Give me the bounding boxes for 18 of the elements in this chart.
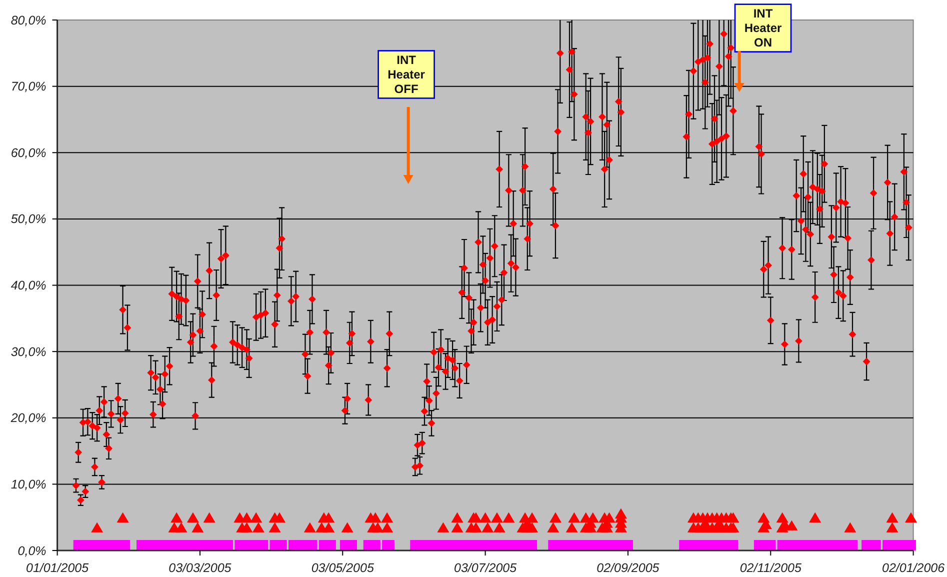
y-tick-label: 80,0% [10,13,46,28]
y-tick-label: 70,0% [10,80,46,94]
x-tick-label: 02/11/2005 [740,561,802,575]
annotation: INT Heater OFF [388,52,426,96]
y-tick-label: 30,0% [10,344,46,359]
x-tick-label: 03/07/2005 [454,561,517,575]
y-tick-label: 50,0% [10,212,46,226]
y-tick-label: 40,0% [10,278,46,293]
y-tick-label: 0,0% [18,544,46,558]
x-tick-label: 03/05/2005 [311,561,374,575]
y-tick-label: 10,0% [10,477,46,492]
annotation: INT Heater ON [744,6,782,50]
x-tick-label: 02/01/2006 [882,561,945,575]
y-tick-label: 20,0% [10,411,46,426]
x-tick-label: 02/09/2005 [596,561,660,575]
x-tick-label: 01/01/2005 [26,561,89,575]
x-tick-label: 03/03/2005 [168,561,232,575]
y-tick-label: 60,0% [10,146,46,160]
